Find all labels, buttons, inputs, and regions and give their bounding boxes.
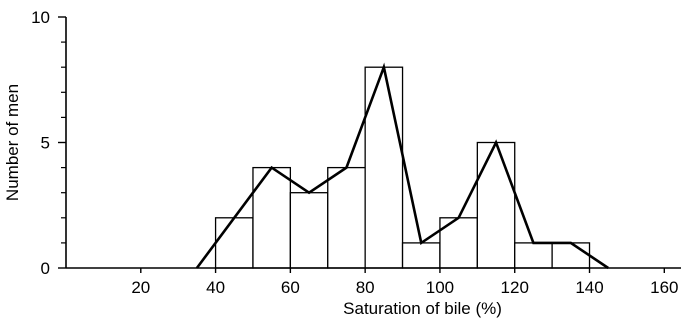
x-tick-label: 60 [281,278,300,297]
frequency-polygon [195,62,609,270]
y-tick-label: 0 [41,259,50,278]
x-tick-label: 40 [206,278,225,297]
x-tick-label: 160 [650,278,678,297]
histogram-bar [551,242,591,269]
histogram-bar [327,166,366,269]
histogram-bar [289,192,329,269]
histogram-bar [401,242,441,269]
axis-ticks: 20 40 60 80 100 120 140 160 0 5 10 [31,8,678,297]
y-tick-label: 5 [41,134,50,153]
x-tick-label: 80 [356,278,375,297]
x-tick-label: 20 [131,278,150,297]
y-tick-label: 10 [31,8,50,27]
frequency-polygon-line [195,62,609,270]
x-axis-title: Saturation of bile (%) [343,299,502,318]
x-tick-label: 100 [426,278,454,297]
x-tick-label: 140 [575,278,603,297]
y-axis-title: Number of men [3,84,22,201]
histogram-bar [476,141,516,269]
histogram-bar [514,242,553,269]
x-tick-label: 120 [501,278,529,297]
histogram-bar [364,66,404,269]
histogram-bar [252,166,292,269]
histogram-bar [214,217,254,269]
